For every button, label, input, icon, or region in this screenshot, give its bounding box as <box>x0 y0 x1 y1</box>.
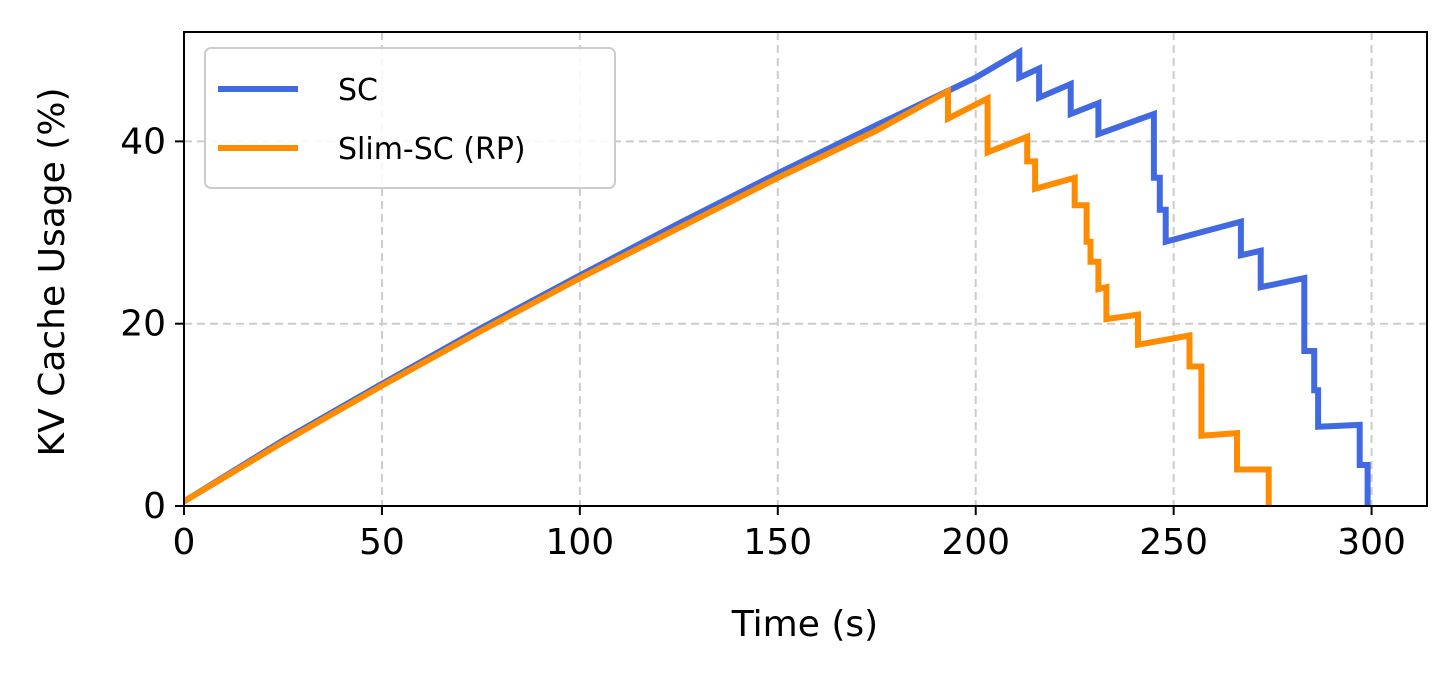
x-tick-label: 250 <box>1139 522 1208 563</box>
y-tick-label: 40 <box>120 121 166 162</box>
y-axis-label: KV Cache Usage (%) <box>32 88 73 457</box>
legend-box <box>204 47 616 189</box>
x-tick-label: 300 <box>1337 522 1406 563</box>
series-lines <box>182 46 1371 506</box>
series-line-slim-sc-rp <box>182 86 1272 506</box>
legend-label-slim-sc: Slim-SC (RP) <box>338 132 526 167</box>
y-axis-ticks: 0 20 40 <box>120 121 184 527</box>
plot-frame <box>183 31 1428 507</box>
x-tick-label: 200 <box>941 522 1010 563</box>
x-axis-label: Time (s) <box>731 604 878 645</box>
x-tick-label: 50 <box>359 522 405 563</box>
x-axis-ticks: 0 50 100 150 200 250 300 <box>173 506 1406 563</box>
x-tick-label: 100 <box>546 522 615 563</box>
series-line-sc <box>182 46 1371 506</box>
legend-label-sc: SC <box>338 73 378 108</box>
legend: SC Slim-SC (RP) <box>204 47 616 189</box>
y-tick-label: 20 <box>120 304 166 345</box>
x-tick-label: 150 <box>743 522 812 563</box>
y-tick-label: 0 <box>143 486 166 527</box>
x-tick-label: 0 <box>173 522 196 563</box>
